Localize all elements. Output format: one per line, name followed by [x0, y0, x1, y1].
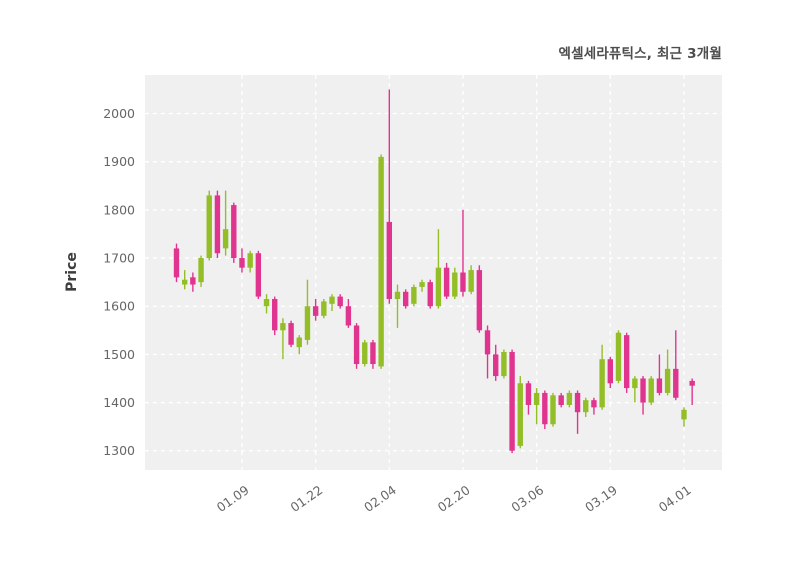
svg-text:02.20: 02.20 — [435, 482, 473, 515]
svg-text:01.22: 01.22 — [287, 482, 325, 515]
svg-text:1800: 1800 — [103, 202, 135, 217]
svg-text:1900: 1900 — [103, 154, 135, 169]
svg-text:1400: 1400 — [103, 395, 135, 410]
svg-text:1500: 1500 — [103, 347, 135, 362]
svg-text:2000: 2000 — [103, 106, 135, 121]
svg-text:1300: 1300 — [103, 443, 135, 458]
svg-text:1700: 1700 — [103, 251, 135, 266]
svg-text:03.06: 03.06 — [508, 482, 546, 515]
svg-text:03.19: 03.19 — [582, 482, 620, 515]
chart-title: 엑셀세라퓨틱스, 최근 3개월 — [558, 46, 722, 62]
svg-text:04.01: 04.01 — [656, 482, 694, 515]
y-axis-title: Price — [64, 252, 80, 292]
svg-text:1600: 1600 — [103, 299, 135, 314]
svg-text:02.04: 02.04 — [361, 482, 399, 515]
svg-text:01.09: 01.09 — [214, 482, 252, 515]
